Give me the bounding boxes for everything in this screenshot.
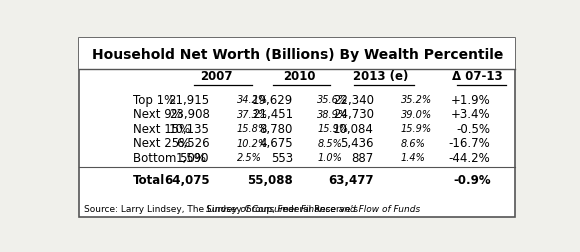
Text: 887: 887 bbox=[351, 152, 374, 165]
Text: 38.9%: 38.9% bbox=[317, 110, 349, 120]
Text: 35.2%: 35.2% bbox=[401, 95, 432, 105]
Text: 15.9%: 15.9% bbox=[401, 124, 432, 134]
Text: Bottom 50%: Bottom 50% bbox=[133, 152, 206, 165]
Text: 21,451: 21,451 bbox=[252, 108, 293, 121]
Text: 34.2%: 34.2% bbox=[237, 95, 268, 105]
Text: Top 1%: Top 1% bbox=[133, 93, 175, 107]
Text: Survey of Consumer Finance and Flow of Funds: Survey of Consumer Finance and Flow of F… bbox=[206, 205, 420, 214]
Text: 15.9%: 15.9% bbox=[317, 124, 349, 134]
Text: 10.2%: 10.2% bbox=[237, 139, 268, 149]
Text: 21,915: 21,915 bbox=[168, 93, 209, 107]
Text: -16.7%: -16.7% bbox=[449, 137, 491, 150]
Text: 8,780: 8,780 bbox=[259, 123, 293, 136]
Text: 2007: 2007 bbox=[200, 70, 233, 83]
Text: Next 15%: Next 15% bbox=[133, 123, 190, 136]
Text: 2010: 2010 bbox=[283, 70, 316, 83]
Text: -0.9%: -0.9% bbox=[453, 174, 491, 187]
Text: Total: Total bbox=[133, 174, 165, 187]
Text: 22,340: 22,340 bbox=[333, 93, 374, 107]
Text: Next 9%: Next 9% bbox=[133, 108, 183, 121]
Text: Next 25%: Next 25% bbox=[133, 137, 190, 150]
Text: 4,675: 4,675 bbox=[259, 137, 293, 150]
Text: 64,075: 64,075 bbox=[164, 174, 209, 187]
Text: -0.5%: -0.5% bbox=[456, 123, 491, 136]
Text: 553: 553 bbox=[271, 152, 293, 165]
Text: 39.0%: 39.0% bbox=[401, 110, 432, 120]
Text: 19,629: 19,629 bbox=[252, 93, 293, 107]
Text: 8.5%: 8.5% bbox=[317, 139, 342, 149]
Text: Δ 07-13: Δ 07-13 bbox=[452, 70, 502, 83]
Text: 1,590: 1,590 bbox=[176, 152, 209, 165]
Text: 63,477: 63,477 bbox=[328, 174, 374, 187]
Text: 8.6%: 8.6% bbox=[401, 139, 426, 149]
Text: 37.3%: 37.3% bbox=[237, 110, 268, 120]
Text: Source: Larry Lindsey, The Lindsey Group, Federal Reserve’s: Source: Larry Lindsey, The Lindsey Group… bbox=[84, 205, 361, 214]
Text: 35.6%: 35.6% bbox=[317, 95, 349, 105]
Text: Household Net Worth (Billions) By Wealth Percentile: Household Net Worth (Billions) By Wealth… bbox=[92, 48, 503, 62]
Text: 23,908: 23,908 bbox=[169, 108, 209, 121]
Text: -44.2%: -44.2% bbox=[449, 152, 491, 165]
Text: 1.0%: 1.0% bbox=[317, 153, 342, 163]
Text: +3.4%: +3.4% bbox=[451, 108, 491, 121]
Text: 15.8%: 15.8% bbox=[237, 124, 268, 134]
Text: 55,088: 55,088 bbox=[247, 174, 293, 187]
Text: 2.5%: 2.5% bbox=[237, 153, 262, 163]
Text: 6,526: 6,526 bbox=[176, 137, 209, 150]
Text: 1.4%: 1.4% bbox=[401, 153, 426, 163]
Text: 10,135: 10,135 bbox=[169, 123, 209, 136]
Text: +1.9%: +1.9% bbox=[451, 93, 491, 107]
Text: 2013 (e): 2013 (e) bbox=[353, 70, 408, 83]
Bar bbox=[79, 38, 515, 69]
Text: 5,436: 5,436 bbox=[340, 137, 374, 150]
Text: 24,730: 24,730 bbox=[333, 108, 374, 121]
Text: 10,084: 10,084 bbox=[333, 123, 374, 136]
